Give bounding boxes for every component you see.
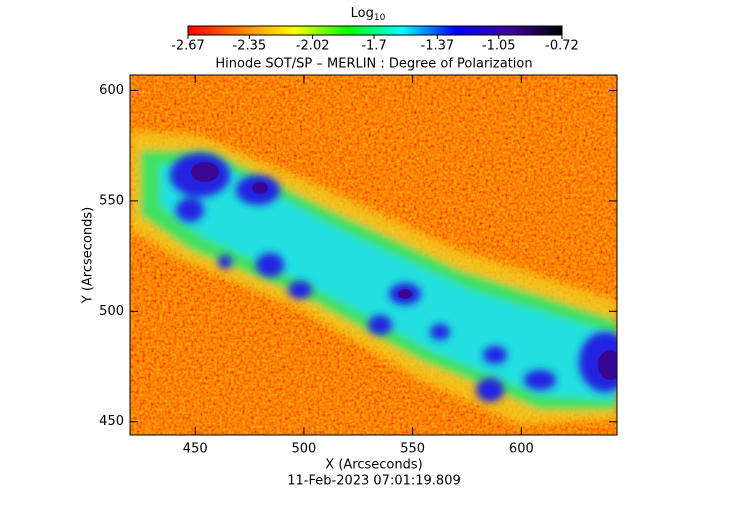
colorbar-tick-label: -1.7 bbox=[361, 39, 386, 54]
colorbar-label: Log10 bbox=[351, 6, 386, 23]
colorbar-tick-label: -2.02 bbox=[296, 39, 330, 54]
colorbar-tick-label: -0.72 bbox=[545, 39, 579, 54]
y-axis-label: Y (Arcseconds) bbox=[81, 207, 96, 304]
y-tick-label: 450 bbox=[99, 414, 124, 429]
chart-title: Hinode SOT/SP – MERLIN : Degree of Polar… bbox=[215, 57, 532, 72]
colorbar-tick-label: -1.05 bbox=[482, 39, 516, 54]
colorbar-tick-label: -2.67 bbox=[171, 39, 205, 54]
colorbar-tick-label: -2.35 bbox=[233, 39, 267, 54]
x-tick-label: 500 bbox=[292, 442, 317, 457]
heatmap-image bbox=[130, 75, 617, 435]
x-tick-label: 550 bbox=[400, 442, 425, 457]
x-axis-label: X (Arcseconds) bbox=[325, 458, 422, 473]
x-tick-label: 600 bbox=[509, 442, 534, 457]
y-tick-label: 550 bbox=[99, 193, 124, 208]
y-tick-label: 600 bbox=[99, 83, 124, 98]
x-tick-label: 450 bbox=[183, 442, 208, 457]
y-tick-label: 500 bbox=[99, 304, 124, 319]
colorbar bbox=[187, 25, 563, 36]
timestamp: 11-Feb-2023 07:01:19.809 bbox=[287, 474, 461, 489]
plot-frame bbox=[129, 74, 618, 436]
colorbar-tick-label: -1.37 bbox=[421, 39, 455, 54]
